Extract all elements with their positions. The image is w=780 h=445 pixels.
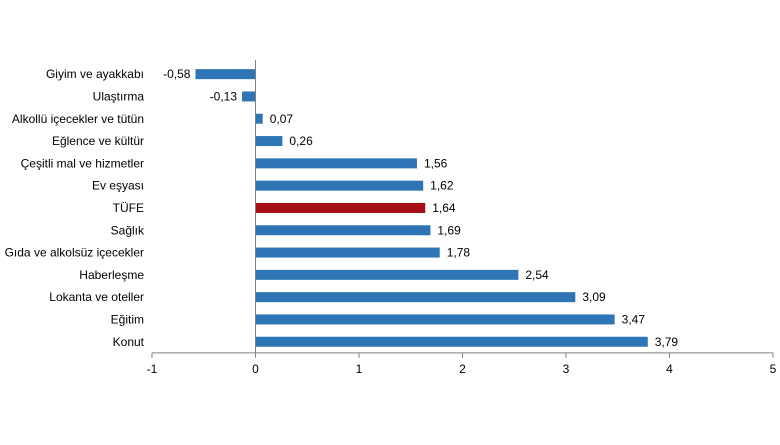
value-label-alkollu-icecekler-ve-tutun: 0,07 [270,112,294,126]
bar-saglik [255,225,431,236]
category-label-ev-esyasi: Ev eşyası [92,179,144,193]
bars-layer [195,69,648,347]
value-label-tufe: 1,64 [432,201,456,215]
value-label-saglik: 1,69 [437,223,461,237]
axes-layer [151,60,774,358]
bar-egitim [255,314,615,325]
value-label-cesitli-mal-ve-hizmetler: 1,56 [424,156,448,170]
bar-konut [255,336,648,347]
x-tick-label-5: 5 [770,362,777,376]
x-tick-label-4: 4 [666,362,673,376]
bar-lokanta-ve-oteller [255,292,576,303]
category-label-lokanta-ve-oteller: Lokanta ve oteller [49,290,144,304]
category-label-alkollu-icecekler-ve-tutun: Alkollü içecekler ve tütün [12,112,144,126]
category-label-giyim-ve-ayakkabi: Giyim ve ayakkabı [46,67,144,81]
bar-giyim-ve-ayakkabi [195,69,256,80]
category-label-cesitli-mal-ve-hizmetler: Çeşitli mal ve hizmetler [21,156,144,170]
category-label-ulastirma: Ulaştırma [93,89,145,103]
x-tick-label-2: 2 [459,362,466,376]
category-label-saglik: Sağlık [111,223,145,237]
category-label-haberlesme: Haberleşme [79,268,144,282]
bar-eglence-ve-kultur [255,136,283,147]
x-tick-label-1: 1 [356,362,363,376]
category-label-gida-ve-alkolsuz-icecekler: Gıda ve alkolsüz içecekler [5,246,144,260]
category-label-konut: Konut [113,335,145,349]
x-tick-label-0: 0 [252,362,259,376]
value-label-giyim-ve-ayakkabi: -0,58 [163,67,191,81]
x-tick-label--1: -1 [147,362,158,376]
labels-layer: Giyim ve ayakkabı -0,58 Ulaştırma -0,13 Alko… [5,67,777,376]
value-label-eglence-ve-kultur: 0,26 [289,134,313,148]
bar-cesitli-mal-ve-hizmetler [255,158,417,169]
value-label-lokanta-ve-oteller: 3,09 [582,290,606,304]
value-label-konut: 3,79 [655,335,679,349]
category-label-egitim: Eğitim [111,312,144,326]
value-label-haberlesme: 2,54 [525,268,549,282]
value-label-ev-esyasi: 1,62 [430,179,454,193]
x-tick-label-3: 3 [563,362,570,376]
bar-haberlesme [255,269,519,280]
category-label-eglence-ve-kultur: Eğlence ve kültür [52,134,144,148]
bar-alkollu-icecekler-ve-tutun [255,113,263,124]
bar-ev-esyasi [255,180,424,191]
value-label-ulastirma: -0,13 [210,89,238,103]
bar-ulastirma [242,91,256,102]
value-label-gida-ve-alkolsuz-icecekler: 1,78 [447,246,471,260]
bar-tufe [255,202,426,213]
category-label-tufe: TÜFE [113,201,144,215]
value-label-egitim: 3,47 [622,312,646,326]
bar-gida-ve-alkolsuz-icecekler [255,247,440,258]
